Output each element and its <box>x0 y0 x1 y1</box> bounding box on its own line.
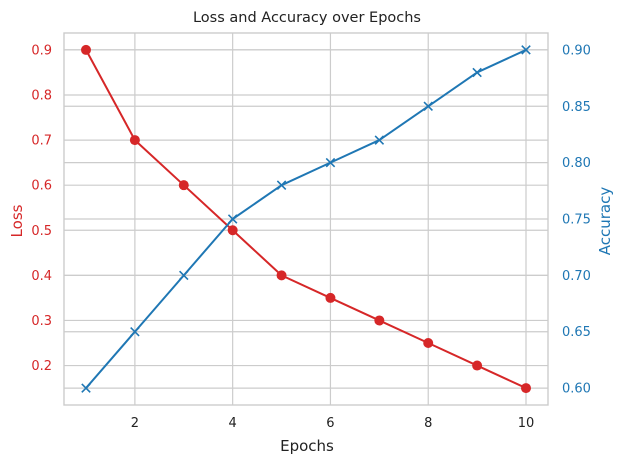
y-left-tick-label: 0.8 <box>31 89 52 104</box>
x-tick-label: 6 <box>326 416 334 431</box>
data-point-left <box>325 292 336 303</box>
data-point-left <box>472 360 483 371</box>
y-right-tick-label: 0.70 <box>562 269 591 284</box>
x-axis-label: Epochs <box>280 437 334 455</box>
data-point-right <box>179 270 189 281</box>
y-axis-left-label: Loss <box>8 204 26 237</box>
y-left-tick-label: 0.5 <box>31 224 52 239</box>
data-point-left <box>227 225 238 236</box>
data-point-left <box>521 383 531 394</box>
data-point-left <box>178 180 189 191</box>
series-line-right <box>85 49 527 389</box>
data-point-right <box>81 383 91 393</box>
data-point-left <box>129 135 140 146</box>
grid-layer <box>64 33 548 405</box>
y-right-tick-label: 0.60 <box>562 382 591 397</box>
series-layer <box>81 44 531 394</box>
data-point-left <box>276 270 287 281</box>
data-point-right <box>227 214 238 224</box>
y-left-tick-label: 0.6 <box>31 179 52 194</box>
y-left-tick-label: 0.3 <box>31 314 52 329</box>
x-tick-label: 2 <box>131 416 139 431</box>
x-tick-label: 10 <box>518 416 535 431</box>
data-point-right <box>472 67 482 78</box>
plot-frame <box>63 32 549 406</box>
chart-title: Loss and Accuracy over Epochs <box>193 10 421 26</box>
data-point-right <box>325 157 336 168</box>
series-right <box>81 45 531 393</box>
x-tick-label: 8 <box>424 416 432 431</box>
data-point-right <box>276 180 287 190</box>
series-left <box>81 44 531 394</box>
data-point-right <box>521 45 531 55</box>
data-point-right <box>374 135 385 145</box>
y-right-tick-label: 0.85 <box>562 100 591 115</box>
y-left-tick-label: 0.4 <box>31 269 52 284</box>
data-point-left <box>374 315 385 326</box>
x-tick-label: 4 <box>229 416 237 431</box>
tick-labels: 2 4 6 8 10 0.2 0.3 0.4 0.5 0.6 0.7 0.8 0.9 0.60 0.65 0.… <box>31 43 591 431</box>
series-line-left <box>85 49 527 389</box>
y-left-tick-label: 0.9 <box>31 43 52 58</box>
y-right-tick-label: 0.75 <box>562 213 591 228</box>
y-axis-right-label: Accuracy <box>596 187 614 256</box>
y-right-tick-label: 0.65 <box>562 325 591 340</box>
data-point-right <box>423 101 433 112</box>
y-left-tick-label: 0.7 <box>31 134 52 149</box>
y-left-tick-label: 0.2 <box>31 359 52 374</box>
y-right-tick-label: 0.90 <box>562 43 591 58</box>
plot-border <box>63 32 549 406</box>
data-point-left <box>81 44 91 55</box>
data-point-left <box>423 338 434 348</box>
data-point-right <box>130 326 140 337</box>
y-right-tick-label: 0.80 <box>562 156 591 171</box>
